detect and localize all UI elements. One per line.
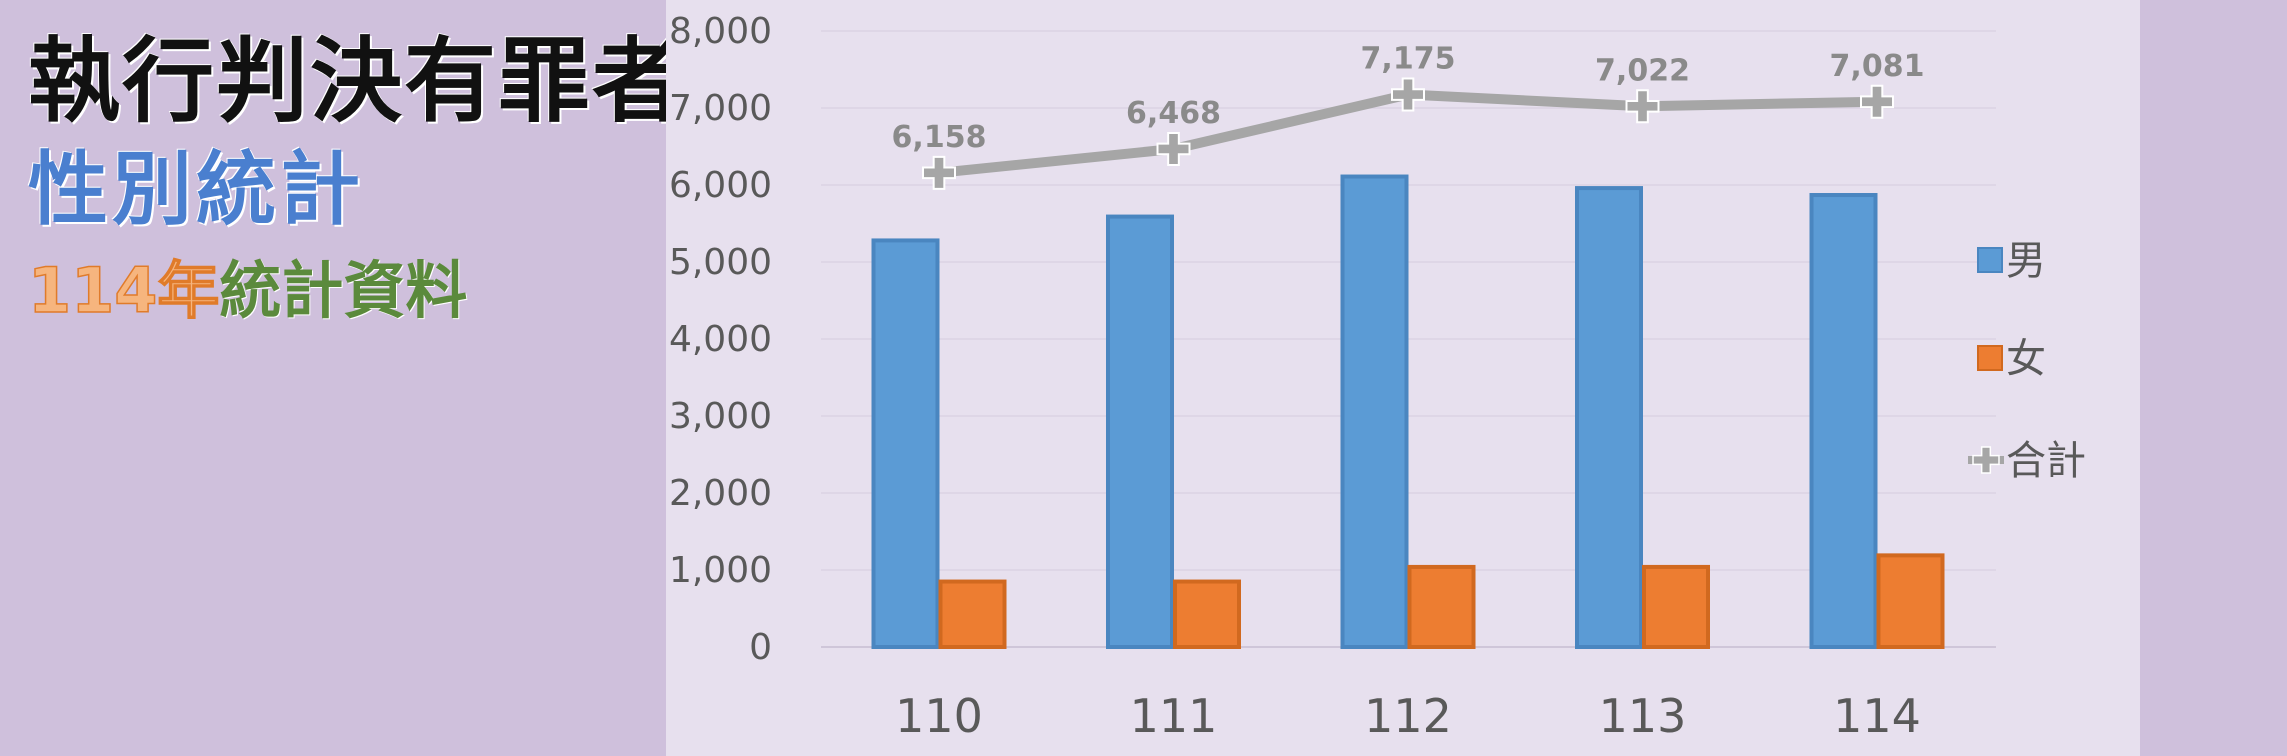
data-label-total: 7,022 — [1595, 53, 1690, 88]
legend-swatch-female — [1977, 345, 2003, 371]
legend-label-total: 合計 — [2006, 438, 2086, 484]
bar-female — [1407, 564, 1476, 649]
y-tick-label: 0 — [749, 627, 772, 668]
legend-label-male: 男 — [2006, 238, 2046, 284]
legend-label-female: 女 — [2006, 336, 2046, 382]
y-tick-label: 2,000 — [669, 473, 772, 514]
legend-marker-total — [1972, 446, 2000, 474]
title-block: 執行判決有罪者 性別統計 114年統計資料 — [27, 28, 687, 323]
data-label-total: 6,158 — [892, 120, 987, 155]
x-tick-label: 112 — [1364, 689, 1452, 743]
x-tick-label: 113 — [1599, 689, 1687, 743]
bar-female — [938, 579, 1007, 649]
bar-male — [1340, 174, 1409, 649]
legend-swatch-male — [1977, 247, 2003, 273]
chart-panel: 0 1,000 2,000 3,000 4,000 5,000 6,000 7,000 8,00… — [666, 0, 2140, 756]
bar-male — [1106, 214, 1174, 649]
total-marker — [1156, 131, 1191, 166]
total-marker — [1391, 77, 1425, 112]
chart-title: 執行判決有罪者 — [28, 28, 687, 135]
x-tick-label: 114 — [1833, 689, 1921, 743]
y-tick-label: 6,000 — [669, 165, 772, 206]
bar-male — [871, 238, 940, 649]
bar-male — [1575, 186, 1643, 650]
x-tick-label: 110 — [895, 689, 983, 743]
chart-subtitle: 性別統計 — [28, 143, 364, 236]
total-marker — [1860, 84, 1894, 119]
bar-female — [1876, 553, 1945, 649]
y-tick-label: 8,000 — [669, 11, 772, 52]
chart-year-line: 114年統計資料 — [27, 259, 686, 323]
chart-svg: 0 1,000 2,000 3,000 4,000 5,000 6,000 7,000 8,00… — [669, 11, 2086, 743]
y-tick-label: 7,000 — [669, 88, 772, 129]
data-label-total: 7,175 — [1361, 42, 1456, 77]
y-tick-label: 1,000 — [669, 550, 772, 591]
total-marker — [922, 155, 956, 190]
data-label-total: 6,468 — [1126, 96, 1221, 131]
y-tick-label: 4,000 — [669, 319, 772, 360]
data-label-total: 7,081 — [1830, 49, 1925, 84]
bar-female — [1173, 579, 1241, 649]
year-suffix: 統計資料 — [219, 254, 468, 327]
bar-female — [1642, 564, 1710, 649]
x-tick-label: 111 — [1130, 689, 1218, 743]
total-marker — [1625, 89, 1660, 124]
bar-male — [1809, 193, 1878, 649]
y-tick-label: 3,000 — [669, 396, 772, 437]
year-label: 114年 — [27, 254, 220, 327]
y-tick-label: 5,000 — [669, 242, 772, 283]
